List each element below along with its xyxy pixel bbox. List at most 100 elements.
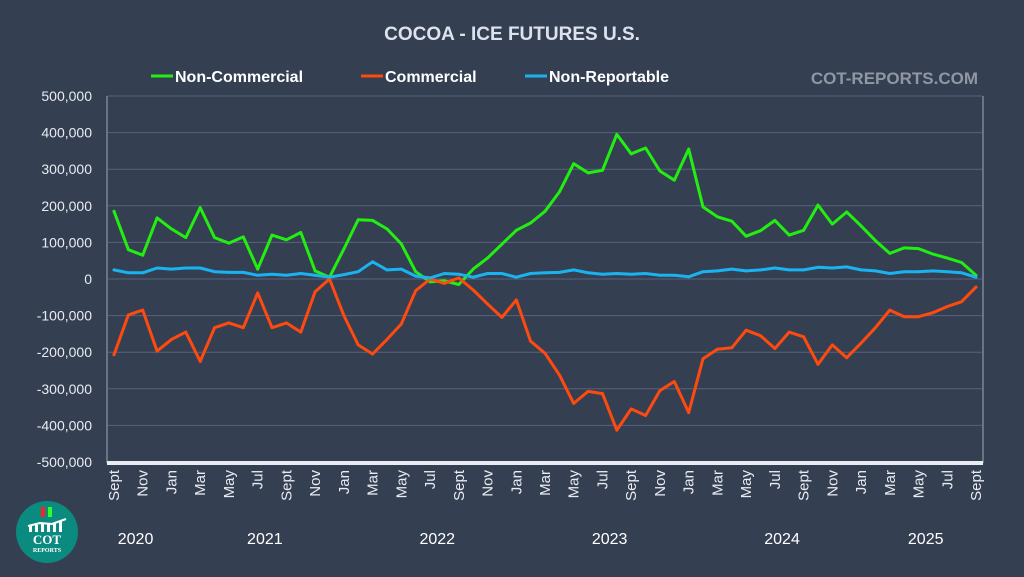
cot-reports-logo: COT REPORTS <box>16 501 78 563</box>
data-point <box>917 270 920 274</box>
data-point <box>888 272 892 275</box>
data-point <box>658 273 662 277</box>
data-point <box>184 266 188 270</box>
data-point <box>428 276 432 280</box>
data-point <box>299 231 303 234</box>
x-tick-label: Jan <box>163 470 180 494</box>
data-point <box>816 203 820 207</box>
data-point <box>586 171 590 175</box>
x-tick-label: Nov <box>480 470 497 497</box>
data-point <box>141 253 145 257</box>
data-point <box>486 256 489 260</box>
x-tick-label: Mar <box>882 470 899 496</box>
data-point <box>126 248 130 252</box>
logo-bar <box>35 525 38 532</box>
data-point <box>787 330 791 334</box>
data-point <box>313 269 317 273</box>
data-point <box>945 305 949 308</box>
data-point <box>629 272 633 276</box>
data-point <box>874 269 877 273</box>
data-point <box>615 272 619 275</box>
series-line-non-reportable <box>112 260 978 280</box>
data-point <box>385 337 389 341</box>
data-point <box>773 347 777 350</box>
data-point <box>744 269 748 273</box>
x-tick-label: Nov <box>135 470 152 497</box>
data-point <box>371 260 374 264</box>
data-point <box>342 273 346 277</box>
data-point <box>859 224 863 228</box>
data-point <box>687 275 691 279</box>
data-point <box>902 270 906 274</box>
x-tick-label: Mar <box>192 470 209 496</box>
data-point <box>802 228 805 232</box>
year-label: 2025 <box>908 531 944 548</box>
data-point <box>299 272 303 275</box>
legend-item-non-commercial[interactable]: Non-Commercial <box>151 69 303 86</box>
data-point <box>787 233 791 237</box>
data-point <box>500 242 504 246</box>
x-tick-label: Jan <box>681 470 698 494</box>
year-label: 2020 <box>118 531 154 548</box>
data-point <box>141 271 145 275</box>
data-point <box>213 270 216 274</box>
data-point <box>155 216 159 220</box>
x-tick-label: Sept <box>278 469 295 501</box>
data-point <box>572 402 576 405</box>
data-point <box>543 209 547 213</box>
data-point <box>155 266 159 270</box>
data-point <box>443 272 446 275</box>
data-point <box>184 330 188 334</box>
data-point <box>687 147 691 151</box>
data-point <box>802 335 805 339</box>
data-point <box>672 178 676 182</box>
data-point <box>385 227 389 231</box>
data-point <box>486 302 489 306</box>
data-point <box>112 353 116 357</box>
data-point <box>227 321 231 325</box>
data-point <box>960 271 964 275</box>
data-point <box>529 339 533 343</box>
data-point <box>730 346 734 350</box>
data-point <box>227 271 231 274</box>
data-point <box>701 270 705 274</box>
data-point <box>457 283 461 286</box>
data-point <box>658 169 662 173</box>
data-point <box>902 315 906 319</box>
data-point <box>285 321 288 325</box>
data-point <box>557 373 561 377</box>
data-point <box>227 241 231 245</box>
series-line-non-commercial <box>112 132 978 286</box>
y-tick-label: -400,000 <box>37 417 92 433</box>
x-tick-label: Jul <box>422 470 439 489</box>
data-point <box>874 239 877 242</box>
data-point <box>299 330 303 334</box>
data-point <box>213 236 216 240</box>
x-tick-label: May <box>911 470 928 499</box>
year-labels: 2020 2021 2022 2023 2024 2025 <box>118 531 944 548</box>
data-point <box>514 228 518 232</box>
legend-item-non-reportable[interactable]: Non-Reportable <box>525 69 669 86</box>
data-point <box>285 238 288 242</box>
data-point <box>787 268 791 272</box>
x-tick-label: Mar <box>537 470 554 496</box>
data-point <box>500 272 504 275</box>
data-point <box>629 407 633 411</box>
data-point <box>557 190 561 194</box>
data-point <box>730 219 734 223</box>
data-point <box>170 267 173 271</box>
data-point <box>141 308 145 312</box>
data-point <box>514 275 518 279</box>
data-point <box>328 275 331 279</box>
x-tick-label: Jul <box>594 470 611 489</box>
x-tick-label: Jul <box>939 470 956 489</box>
x-tick-label: Sept <box>968 469 985 501</box>
legend-item-commercial[interactable]: Commercial <box>361 69 477 86</box>
data-point <box>270 326 274 330</box>
data-point <box>644 272 647 275</box>
data-point <box>615 428 619 432</box>
data-point <box>471 288 475 292</box>
data-point <box>759 334 762 338</box>
data-point <box>716 269 719 273</box>
